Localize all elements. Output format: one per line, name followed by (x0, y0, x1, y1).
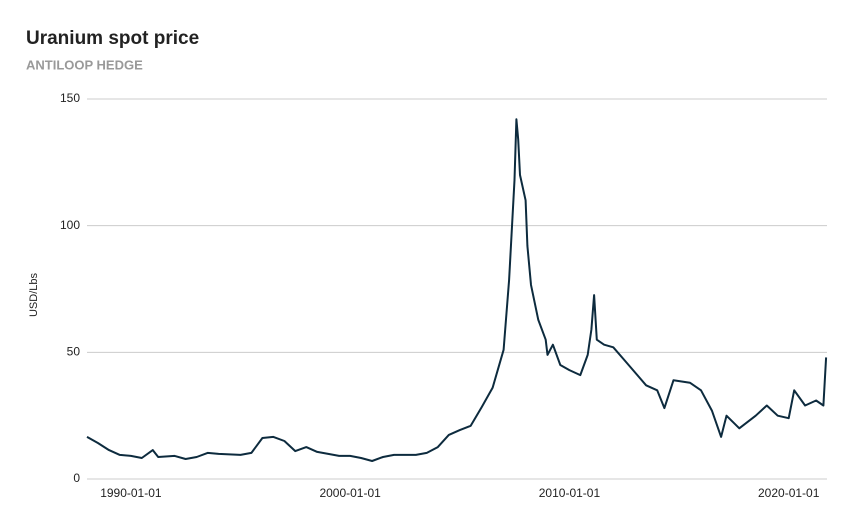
x-tick-label: 1990-01-01 (100, 486, 162, 500)
y-tick-label: 100 (60, 218, 80, 232)
x-tick-label: 2020-01-01 (758, 486, 820, 500)
y-tick-label: 150 (60, 91, 80, 105)
y-axis-label: USD/Lbs (28, 272, 40, 317)
chart-subtitle: ANTILOOP HEDGE (26, 57, 143, 72)
y-tick-label: 50 (67, 345, 81, 359)
x-tick-label: 2010-01-01 (539, 486, 601, 500)
data-line (86, 118, 828, 462)
x-tick-label: 2000-01-01 (319, 486, 381, 500)
chart-title: Uranium spot price (26, 28, 199, 49)
y-tick-label: 0 (73, 471, 80, 485)
